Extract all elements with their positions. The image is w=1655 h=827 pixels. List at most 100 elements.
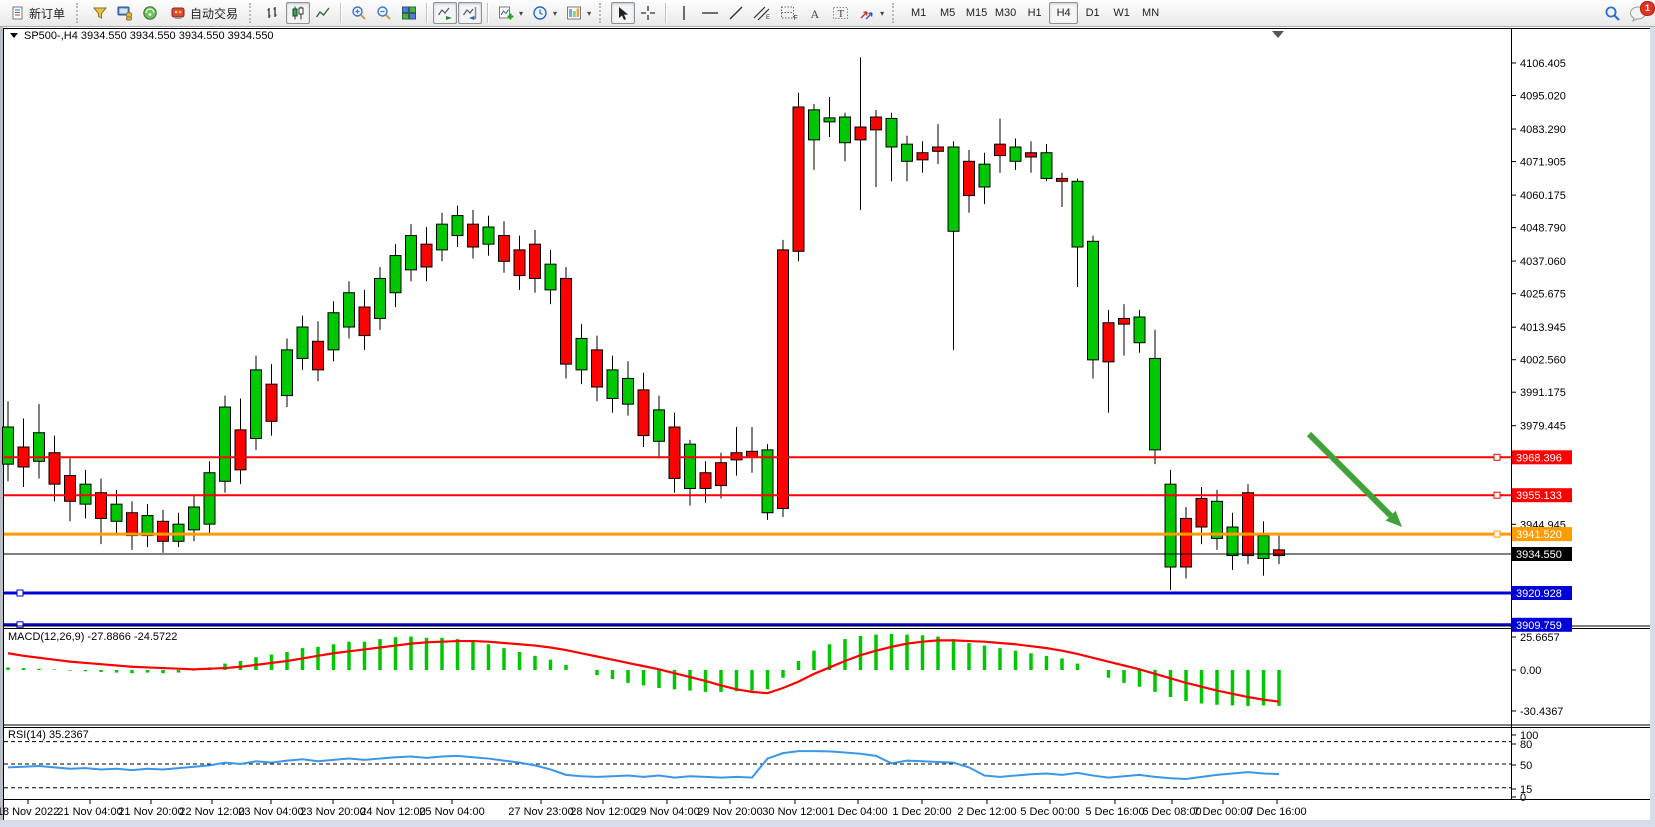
timeframe-button-h1[interactable]: H1: [1027, 7, 1042, 19]
time-tick-label: 29 Nov 04:00: [634, 806, 699, 818]
svg-text:E: E: [766, 15, 770, 21]
candle-body: [1257, 535, 1270, 559]
autoscroll-button[interactable]: [433, 2, 458, 24]
chart-shift-button[interactable]: [458, 2, 483, 24]
autoscroll-icon: [438, 7, 453, 20]
candle-body: [1087, 240, 1099, 361]
timeframe-button-h4[interactable]: H4: [1049, 2, 1079, 24]
rsi-line: [7, 750, 1280, 780]
price-tick-label: 4048.790: [1520, 223, 1566, 235]
zoom-out-button[interactable]: [372, 2, 396, 24]
horizontal-line-button[interactable]: [697, 2, 723, 24]
candle-body: [684, 443, 696, 489]
candle-body: [48, 452, 61, 485]
macd-signal-line: [7, 639, 1280, 703]
candle-body: [622, 377, 634, 405]
candle-body: [1025, 152, 1037, 158]
funnel-icon: [92, 7, 108, 19]
periods-button[interactable]: ▾: [528, 2, 561, 24]
timeframe-button-m15[interactable]: M15: [965, 7, 988, 19]
chart-shift-marker: [1272, 31, 1284, 38]
candle-body: [250, 369, 262, 439]
candle-body: [1211, 500, 1223, 539]
candle-body: [746, 450, 758, 458]
timeframe-button-m1[interactable]: M1: [910, 7, 927, 19]
price-badge-label: 3909.759: [1516, 620, 1562, 632]
equidistant-channel-icon: E: [753, 6, 770, 21]
clock-icon: [533, 6, 547, 20]
candle-body: [95, 492, 107, 519]
chart-title: SP500-,H4 3934.550 3934.550 3934.550 393…: [24, 30, 274, 42]
price-tick-label: 3991.175: [1520, 387, 1566, 399]
crosshair-icon: [641, 6, 656, 20]
candle-body: [1180, 517, 1192, 568]
timeframe-button-w1[interactable]: W1: [1113, 7, 1130, 19]
time-tick-label: 21 Nov 20:00: [118, 806, 183, 818]
time-tick-label: 30 Nov 12:00: [762, 806, 827, 818]
level-handle: [16, 621, 24, 629]
candle-body: [79, 483, 92, 505]
timeframe-button-m5[interactable]: M5: [939, 7, 956, 19]
candle-body: [327, 312, 340, 351]
macd-axis-label: 25.6657: [1520, 632, 1560, 644]
candle-body: [870, 116, 882, 131]
toolbar-grip: [249, 3, 256, 23]
candle-body: [544, 263, 557, 291]
candle-body: [901, 143, 913, 162]
line-chart-button[interactable]: [311, 2, 335, 24]
notifications-button[interactable]: 1: [1625, 1, 1655, 24]
toolbar-separator: [426, 3, 429, 23]
bar-chart-button[interactable]: [261, 2, 285, 24]
templates-button[interactable]: ▾: [562, 2, 595, 24]
window-bottom-edge: [0, 820, 1655, 827]
price-badge: [1512, 450, 1572, 465]
channel-button[interactable]: E: [749, 2, 775, 24]
price-badge: [1512, 547, 1572, 561]
cursor-arrow-icon: [619, 6, 629, 20]
candle-chart-button[interactable]: [286, 2, 311, 24]
arrows-button[interactable]: ▾: [854, 2, 888, 24]
candle-body: [358, 306, 371, 337]
chart-shift-icon: [463, 7, 477, 20]
vertical-line-button[interactable]: [672, 2, 696, 24]
autotrade-button[interactable]: 自动交易: [163, 2, 245, 24]
price-tick-label: 4071.905: [1520, 157, 1566, 169]
candle-body: [1226, 526, 1239, 557]
time-tick-label: 23 Nov 04:00: [238, 806, 303, 818]
fibonacci-button[interactable]: F: [776, 2, 802, 24]
crosshair-button[interactable]: [636, 2, 660, 24]
layers-button[interactable]: [88, 2, 112, 24]
template-icon: [567, 6, 582, 20]
price-tick-label: 4037.060: [1520, 256, 1566, 268]
timeframe-button-d1[interactable]: D1: [1085, 7, 1100, 19]
text-button[interactable]: A: [803, 2, 827, 24]
zoom-in-button[interactable]: [347, 2, 371, 24]
timeframe-button-mn[interactable]: MN: [1142, 7, 1160, 19]
candle-body: [963, 160, 975, 197]
candle-body: [64, 475, 76, 502]
rsi-axis-label: 50: [1520, 760, 1532, 772]
signal-button[interactable]: [138, 2, 162, 24]
candle-body: [157, 520, 169, 542]
level-handle: [16, 589, 24, 597]
price-tick-label: 4002.560: [1520, 355, 1566, 367]
line-chart-icon: [315, 7, 330, 18]
timeframe-button-m30[interactable]: M30: [994, 7, 1017, 19]
price-badge: [1512, 617, 1572, 632]
indicators-button[interactable]: ▾: [494, 2, 527, 24]
search-button[interactable]: [1600, 2, 1625, 24]
tile-windows-button[interactable]: [397, 2, 421, 24]
trendline-button[interactable]: [724, 2, 748, 24]
candle-body: [823, 117, 836, 123]
candle-body: [498, 235, 510, 262]
text-label-button[interactable]: T: [828, 2, 853, 24]
price-tick-label: 4095.020: [1520, 91, 1566, 103]
candle-body: [436, 223, 448, 251]
cursor-button[interactable]: [611, 2, 636, 24]
candle-body: [761, 449, 774, 514]
candle-body: [296, 326, 309, 359]
new-order-button[interactable]: 新订单: [4, 2, 72, 24]
terminal-button[interactable]: [113, 2, 137, 24]
